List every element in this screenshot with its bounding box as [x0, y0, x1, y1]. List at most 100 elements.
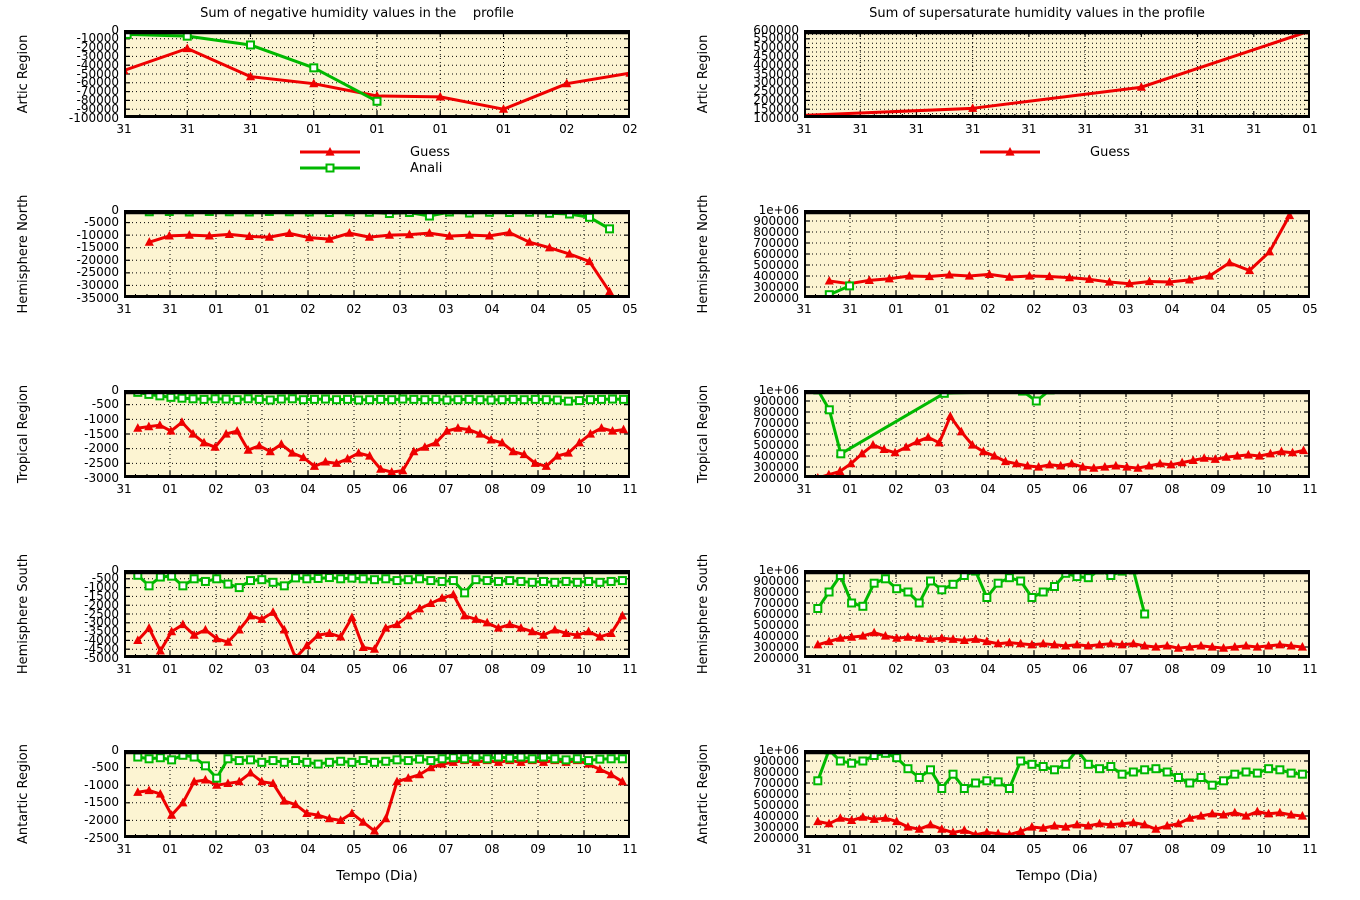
y-tick-label: -1500	[84, 795, 119, 810]
y-tick-label: 250000	[753, 84, 799, 99]
x-tick-label: 08	[1164, 662, 1180, 676]
y-tick-label: -30000	[76, 48, 119, 63]
y-tick-label: 900000	[753, 213, 799, 228]
x-tick-label: 09	[1210, 662, 1226, 676]
x-tick-label: 11	[622, 662, 638, 676]
x-tick-label: 31	[796, 482, 812, 496]
x-tick-label: 07	[1118, 662, 1134, 676]
legend: Guess Anali	[124, 144, 630, 176]
x-tick-label: 02	[888, 662, 904, 676]
y-tick-label: 300000	[753, 459, 799, 474]
x-tick-label: 03	[934, 842, 950, 856]
x-tick-label: 06	[392, 842, 408, 856]
x-tick-label: 05	[1256, 302, 1272, 316]
x-axis-title: Tempo (Dia)	[1016, 868, 1098, 884]
x-tick-label: 02	[346, 302, 362, 316]
x-tick-label: 02	[1026, 302, 1042, 316]
y-tick-label: 500000	[753, 437, 799, 452]
y-tick-label: 600000	[753, 426, 799, 441]
plot-area	[804, 390, 1310, 478]
chart-negative-antartic-region: Antartic Region 0 -500 -1000 -1500 -2000 -2500…	[0, 720, 680, 900]
plot-area	[124, 210, 630, 298]
y-tick-label: 400000	[753, 628, 799, 643]
y-tick-label: 300000	[753, 819, 799, 834]
x-tick-label: 01	[254, 302, 270, 316]
y-tick-label: -500	[91, 760, 119, 775]
x-tick-label: 02	[208, 482, 224, 496]
x-tick-label: 03	[254, 662, 270, 676]
y-tick-label: 1e+06	[758, 202, 799, 217]
y-tick-label: 600000	[753, 22, 799, 37]
x-tick-label: 03	[1118, 302, 1134, 316]
y-tick-label: 400000	[753, 57, 799, 72]
y-tick-label: 0	[111, 562, 119, 577]
y-tick-label: -1000	[84, 777, 119, 792]
x-tick-label: 03	[392, 302, 408, 316]
y-tick-label: -90000	[76, 101, 119, 116]
series-anali-line	[133, 390, 629, 406]
x-tick-label: 01	[306, 122, 322, 136]
y-tick-label: -4500	[84, 641, 119, 656]
y-tick-label: 0	[111, 742, 119, 757]
x-tick-label: 02	[888, 482, 904, 496]
x-tick-label: 05	[1026, 842, 1042, 856]
y-tick-label: 100000	[753, 110, 799, 125]
chart-supersaturate-hemisphere-north: Hemisphere North 1e+06 900000 800000 700000 6…	[680, 180, 1360, 360]
chart-negative-tropical-region: Tropical Region 0 -500 -1000 -1500 -2000 -2500…	[0, 360, 680, 540]
x-tick-label: 05	[346, 482, 362, 496]
series-guess-line	[133, 417, 629, 476]
plot-area	[804, 210, 1310, 298]
x-tick-label: 02	[300, 302, 316, 316]
y-tick-label: 700000	[753, 595, 799, 610]
x-tick-label: 11	[1302, 842, 1318, 856]
y-tick-label: -2500	[84, 830, 119, 845]
x-tick-label: 01	[1302, 122, 1318, 136]
y-tick-label: 200000	[753, 470, 799, 485]
x-tick-label: 31	[179, 122, 195, 136]
y-tick-label: -500	[91, 397, 119, 412]
series-guess-line	[824, 210, 1295, 288]
y-tick-label: 300000	[753, 279, 799, 294]
legend-entry-anali: Anali	[298, 160, 456, 176]
y-tick-label: 800000	[753, 404, 799, 419]
x-tick-label: 07	[1118, 482, 1134, 496]
x-tick-label: 31	[116, 122, 132, 136]
x-tick-label: 04	[300, 482, 316, 496]
x-tick-label: 01	[162, 482, 178, 496]
y-tick-label: 400000	[753, 268, 799, 283]
y-tick-label: -500	[91, 571, 119, 586]
series-anali-line	[813, 750, 1307, 793]
chart-negative-hemisphere-south: Hemisphere South 0 -500 -1000 -1500 -2000 -250…	[0, 540, 680, 720]
x-tick-label: 01	[208, 302, 224, 316]
x-tick-label: 06	[392, 662, 408, 676]
series-guess-line	[144, 227, 615, 296]
x-tick-label: 05	[1026, 662, 1042, 676]
y-tick-label: -30000	[76, 277, 119, 292]
x-tick-label: 04	[980, 662, 996, 676]
y-tick-label: 450000	[753, 48, 799, 63]
x-tick-label: 31	[852, 122, 868, 136]
x-tick-label: 31	[1133, 122, 1149, 136]
y-tick-label: 200000	[753, 92, 799, 107]
y-tick-label: -20000	[76, 40, 119, 55]
x-tick-label: 05	[1302, 302, 1318, 316]
y-tick-label: 0	[111, 382, 119, 397]
x-tick-label: 08	[484, 482, 500, 496]
x-tick-label: 01	[842, 842, 858, 856]
y-tick-label: 300000	[753, 75, 799, 90]
plot-area	[804, 750, 1310, 838]
x-tick-label: 04	[530, 302, 546, 316]
x-tick-label: 02	[980, 302, 996, 316]
x-tick-label: 04	[980, 842, 996, 856]
y-tick-label: 900000	[753, 753, 799, 768]
y-tick-label: 500000	[753, 257, 799, 272]
x-tick-label: 11	[622, 482, 638, 496]
series-guess-line	[813, 627, 1308, 652]
x-tick-label: 04	[1210, 302, 1226, 316]
x-tick-label: 31	[1246, 122, 1262, 136]
x-tick-label: 09	[530, 842, 546, 856]
y-tick-label: -35000	[76, 290, 119, 305]
x-tick-label: 31	[116, 302, 132, 316]
series-anali-line	[824, 281, 855, 298]
series-anali-line	[133, 750, 627, 783]
